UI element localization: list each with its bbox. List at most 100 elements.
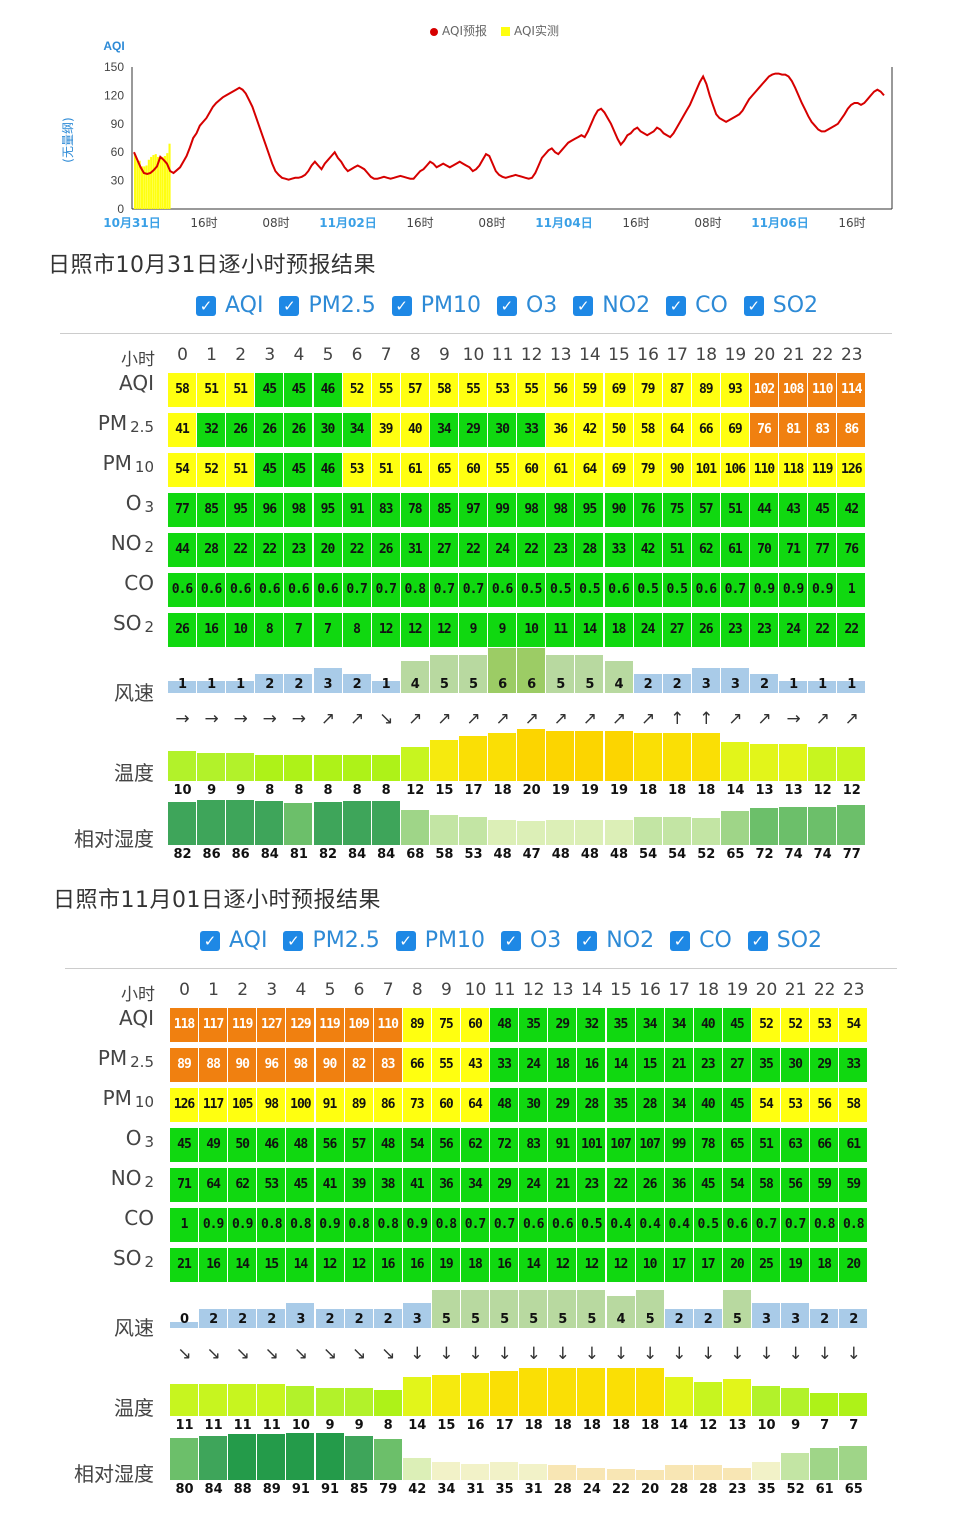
filter-label: PM2.5 bbox=[312, 928, 380, 953]
pollutant-cell: 56 bbox=[431, 1128, 460, 1162]
pollutant-cell: 32 bbox=[577, 1008, 606, 1042]
temperature-value: 14 bbox=[408, 1418, 427, 1433]
checkbox-icon[interactable]: ✓ bbox=[395, 930, 416, 951]
checkbox-icon[interactable]: ✓ bbox=[577, 930, 598, 951]
checkbox-icon[interactable]: ✓ bbox=[200, 930, 220, 951]
pollutant-cell: 29 bbox=[459, 413, 487, 447]
wind-value: 4 bbox=[616, 1312, 626, 1327]
filter-checkbox-pm10[interactable]: ✓ PM10 bbox=[391, 293, 481, 318]
wind-direction-arrow: ↗ bbox=[611, 709, 627, 729]
row-label-text: PM bbox=[97, 411, 128, 435]
pollutant-cell: 0.6 bbox=[168, 573, 196, 607]
pollutant-cell: 22 bbox=[459, 533, 487, 567]
pollutant-cell: 91 bbox=[548, 1128, 577, 1162]
temperature-bar bbox=[635, 1368, 664, 1416]
checkbox-icon[interactable]: ✓ bbox=[279, 295, 300, 316]
pollutant-cell: 53 bbox=[488, 373, 517, 407]
temperature-value: 20 bbox=[522, 783, 541, 798]
legend-marker-actual bbox=[500, 27, 510, 36]
pollutant-cell: 0.5 bbox=[662, 573, 691, 607]
pollutant-cell: 21 bbox=[548, 1168, 577, 1202]
wind-bar bbox=[431, 1289, 460, 1328]
pollutant-cell: 86 bbox=[373, 1088, 402, 1122]
hour-label: 22 bbox=[811, 345, 834, 365]
temperature-value: 8 bbox=[381, 783, 391, 798]
actual-bar bbox=[161, 156, 164, 209]
pollutant-cell: 69 bbox=[604, 373, 633, 407]
filter-checkbox-o3[interactable]: ✓ O3 bbox=[496, 293, 557, 318]
pollutant-cell: 12 bbox=[315, 1248, 344, 1282]
wind-value: 3 bbox=[296, 1312, 306, 1327]
pollutant-cell: 0.8 bbox=[431, 1208, 460, 1242]
pollutant-cell: 119 bbox=[228, 1008, 257, 1042]
legend-item-actual[interactable]: AQI实测 bbox=[500, 22, 559, 39]
temperature-value: 18 bbox=[641, 1418, 660, 1433]
row-label-text: O bbox=[125, 1126, 142, 1150]
checkbox-icon[interactable]: ✓ bbox=[391, 295, 412, 316]
wind-direction-arrow: ↘ bbox=[351, 1344, 367, 1364]
pollutant-cell: 77 bbox=[168, 493, 196, 527]
filter-checkbox-co[interactable]: ✓ CO bbox=[666, 293, 728, 318]
pollutant-cell: 65 bbox=[722, 1128, 751, 1162]
filter-checkbox-o3[interactable]: ✓ O3 bbox=[500, 928, 561, 953]
wind-direction-arrow: ↓ bbox=[701, 1344, 716, 1364]
pollutant-cell: 41 bbox=[168, 413, 196, 447]
humidity-value: 48 bbox=[609, 847, 629, 862]
checkbox-icon[interactable]: ✓ bbox=[747, 930, 768, 951]
checkbox-icon[interactable]: ✓ bbox=[500, 930, 521, 951]
filter-checkbox-so2[interactable]: ✓ SO2 bbox=[747, 928, 822, 953]
temperature-value: 18 bbox=[582, 1418, 601, 1433]
checkbox-icon[interactable]: ✓ bbox=[743, 295, 764, 316]
wind-value: 2 bbox=[849, 1312, 859, 1327]
humidity-bar bbox=[517, 820, 546, 845]
checkbox-icon[interactable]: ✓ bbox=[283, 930, 304, 951]
hour-label: 17 bbox=[668, 980, 690, 1000]
checkbox-icon[interactable]: ✓ bbox=[196, 295, 216, 316]
pollutant-cell: 114 bbox=[837, 373, 866, 407]
divider bbox=[60, 333, 892, 334]
temperature-bar bbox=[170, 1383, 198, 1416]
pollutant-cell: 61 bbox=[400, 453, 429, 487]
wind-direction-arrow: ↗ bbox=[437, 709, 452, 729]
row-label: SO 2 bbox=[40, 1246, 154, 1271]
filter-checkbox-pm25[interactable]: ✓ PM2.5 bbox=[279, 293, 376, 318]
filter-checkbox-pm25[interactable]: ✓ PM2.5 bbox=[283, 928, 380, 953]
temperature-bar bbox=[344, 1388, 373, 1416]
humidity-value: 68 bbox=[406, 847, 425, 862]
wind-value: 5 bbox=[468, 677, 479, 692]
temperature-value: 11 bbox=[204, 1418, 223, 1433]
x-tick-label: 11月04日 bbox=[535, 216, 592, 230]
pollutant-cell: 60 bbox=[517, 453, 546, 487]
filter-checkbox-no2[interactable]: ✓ NO2 bbox=[573, 293, 650, 318]
humidity-bar bbox=[431, 1462, 460, 1480]
pollutant-cell: 26 bbox=[168, 613, 196, 647]
temperature-value: 18 bbox=[524, 1418, 543, 1433]
filter-checkbox-aqi[interactable]: ✓ AQI bbox=[200, 928, 267, 953]
row-label-sub: 2.5 bbox=[130, 418, 154, 436]
filter-checkbox-aqi[interactable]: ✓ AQI bbox=[196, 293, 263, 318]
y-axis-unit: (无量纲) bbox=[61, 117, 75, 162]
humidity-value: 52 bbox=[697, 847, 716, 862]
checkbox-icon[interactable]: ✓ bbox=[573, 295, 594, 316]
humidity-bar bbox=[693, 1465, 722, 1480]
filter-checkbox-so2[interactable]: ✓ SO2 bbox=[743, 293, 818, 318]
filter-checkbox-co[interactable]: ✓ CO bbox=[670, 928, 732, 953]
pollutant-cell: 95 bbox=[226, 493, 255, 527]
wind-value: 5 bbox=[732, 1312, 742, 1327]
humidity-bar bbox=[664, 1465, 693, 1480]
checkbox-icon[interactable]: ✓ bbox=[670, 930, 691, 951]
legend-item-forecast[interactable]: AQI预报 bbox=[430, 22, 487, 39]
filter-checkbox-no2[interactable]: ✓ NO2 bbox=[577, 928, 654, 953]
checkbox-icon[interactable]: ✓ bbox=[496, 295, 517, 316]
filter-checkbox-pm10[interactable]: ✓ PM10 bbox=[395, 928, 485, 953]
hour-label: 8 bbox=[409, 345, 421, 365]
pollutant-cell: 64 bbox=[461, 1088, 489, 1122]
hour-label: 10 bbox=[462, 345, 485, 365]
hour-label: 2 bbox=[235, 345, 247, 365]
pollutant-cell: 0.8 bbox=[839, 1208, 868, 1242]
x-tick-label: 16时 bbox=[622, 216, 649, 230]
pollutant-cell: 87 bbox=[662, 373, 691, 407]
checkbox-icon[interactable]: ✓ bbox=[666, 295, 687, 316]
temperature-bar bbox=[490, 1370, 519, 1416]
wind-direction-arrow: ↑ bbox=[699, 709, 714, 729]
